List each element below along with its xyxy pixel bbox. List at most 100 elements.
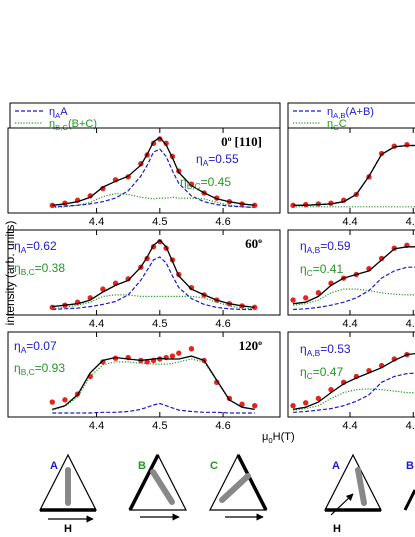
bar [355,467,367,506]
data-point [290,202,296,209]
series-line [52,193,255,209]
text-sub: A [55,111,61,120]
data-point [157,238,163,245]
data-point [188,346,195,352]
field-label: H [64,523,72,535]
data-point [303,201,309,208]
data-point [315,290,322,296]
arrow [330,493,354,516]
text-rest: =0.38 [35,261,66,275]
data-point [157,136,163,142]
x-tick-label: 4.4 [89,420,104,432]
text-rest: =0.93 [35,361,66,375]
legend-label: ηB,C(B+C) [49,118,97,132]
legend-label: ηAA [49,106,68,120]
text-main: η [300,365,307,379]
diagram-label: B [138,460,146,472]
data-point [176,350,182,356]
diagram-label: B [406,460,414,472]
edge [403,489,415,511]
text-rest: =0.47 [313,365,344,379]
plot-frame [7,229,281,316]
plot-frame [287,127,415,214]
annotation: 0o [110] [221,134,262,149]
data-point [49,399,55,405]
text-main: η [327,106,333,118]
field-label: H [333,523,341,535]
panel: 4.4 4.5 [287,127,415,228]
data-point [188,284,195,291]
text-main: η [49,106,55,118]
series-line [293,246,415,305]
data-point [378,255,385,262]
annotation: ηC=0.47 [300,365,343,381]
legend-label: ηCC [327,118,347,132]
annotation: ηB,C=0.45 [180,175,231,191]
data-point [239,401,245,407]
plot-frame [287,229,415,316]
text-sub: A,B [333,111,345,120]
text-rest: C [339,118,347,130]
data-point [49,304,55,311]
text-main: 120 [239,338,259,353]
text-rest: (B+C) [68,118,97,130]
series-line [52,355,255,411]
text-main: η [300,342,307,356]
diagram-label: A [50,460,58,472]
series-line [293,144,415,206]
text-main: η [300,262,307,276]
text-sub: A,B [307,348,321,358]
x-tick-label: 4.6 [215,318,230,330]
text-sub: B,C [187,181,201,191]
text-sup: o [228,134,232,143]
annotation: ηA,B=0.59 [300,239,351,255]
text-main: μ [262,431,268,443]
text-main: η [14,339,21,353]
diagrams [39,453,415,523]
annotation: ηB,C=0.38 [14,261,65,277]
bar [219,473,251,503]
x-axis-label: μ0H(T) [262,431,295,445]
data-point [157,356,163,362]
x-tick-label: 4.5 [406,318,415,330]
text-main: η [300,239,307,253]
x-tick-label: 4.6 [215,420,230,432]
data-point [303,295,309,301]
data-point [62,397,68,403]
data-point [144,359,150,365]
x-tick-label: 4.4 [89,318,104,330]
data-point [251,403,258,409]
text-sub: C [307,371,313,381]
data-point [163,140,169,146]
text-sub: A,B [307,245,321,255]
diagram-labels: A B C A B H H [50,460,414,535]
data-point [169,353,176,359]
diagram-label: C [210,460,218,472]
text-main: η [180,175,187,189]
data-point [214,379,220,386]
text-main: 60 [245,236,258,251]
plot-frame [7,331,281,418]
text-main: η [14,361,21,375]
data-point [100,286,106,292]
data-point [112,355,119,361]
annotation: ηC=0.41 [300,262,343,278]
text-rest: =0.62 [26,239,57,253]
text-rest: (A+B) [346,106,374,118]
series-line [52,239,255,309]
series-line [52,402,255,414]
data-point [251,202,258,209]
text-main: η [14,239,21,253]
text-sup: o [258,338,262,347]
series-line [52,294,255,310]
x-tick-label: 4.5 [152,420,167,432]
x-tick-label: 4.4 [89,216,104,228]
series-line [293,388,415,411]
text-rest: =0.41 [313,262,344,276]
x-tick-label: 4.6 [215,216,230,228]
